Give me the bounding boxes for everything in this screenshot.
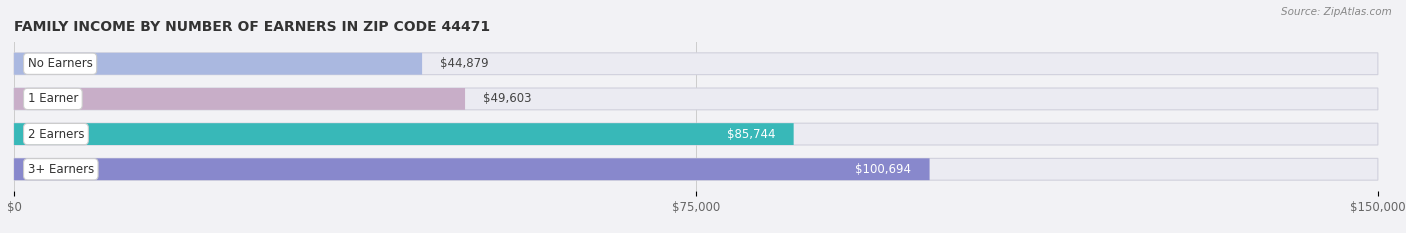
FancyBboxPatch shape: [14, 53, 422, 75]
FancyBboxPatch shape: [14, 53, 1378, 75]
FancyBboxPatch shape: [14, 123, 793, 145]
FancyBboxPatch shape: [14, 88, 1378, 110]
FancyBboxPatch shape: [14, 123, 1378, 145]
Text: No Earners: No Earners: [28, 57, 93, 70]
Text: $100,694: $100,694: [855, 163, 911, 176]
Text: 3+ Earners: 3+ Earners: [28, 163, 94, 176]
Text: Source: ZipAtlas.com: Source: ZipAtlas.com: [1281, 7, 1392, 17]
Text: FAMILY INCOME BY NUMBER OF EARNERS IN ZIP CODE 44471: FAMILY INCOME BY NUMBER OF EARNERS IN ZI…: [14, 20, 491, 34]
Text: $85,744: $85,744: [727, 128, 776, 140]
FancyBboxPatch shape: [14, 158, 929, 180]
FancyBboxPatch shape: [14, 88, 465, 110]
Text: $44,879: $44,879: [440, 57, 489, 70]
FancyBboxPatch shape: [14, 158, 1378, 180]
Text: $49,603: $49,603: [484, 93, 531, 105]
Text: 2 Earners: 2 Earners: [28, 128, 84, 140]
Text: 1 Earner: 1 Earner: [28, 93, 79, 105]
